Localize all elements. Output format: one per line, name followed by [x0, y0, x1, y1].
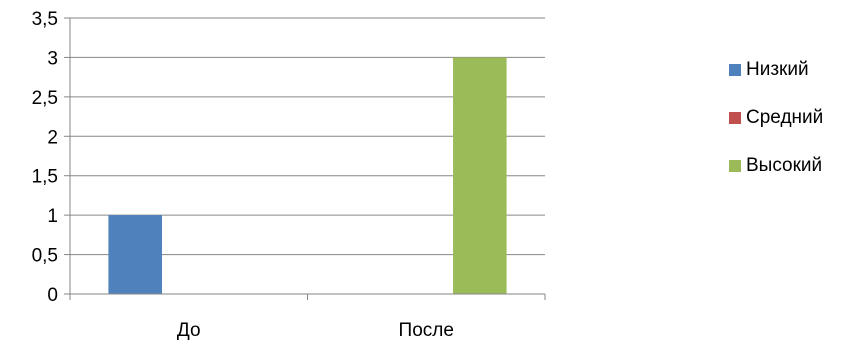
legend-label: Средний — [746, 107, 824, 128]
legend-item: Средний — [729, 106, 823, 129]
y-tick-label: 3 — [47, 48, 58, 69]
bar — [453, 57, 507, 294]
legend-item: Высокий — [729, 154, 823, 177]
x-axis-tick-labels: До После — [177, 320, 454, 341]
bar — [108, 215, 162, 294]
legend-label: Низкий — [746, 59, 809, 80]
legend-label: Высокий — [746, 155, 823, 176]
y-tick-label: 2,5 — [32, 88, 58, 109]
y-tick-label: 0,5 — [32, 246, 58, 267]
y-axis-tick-labels: 0 0,5 1 1,5 2 2,5 3 3,5 — [32, 9, 58, 306]
legend: Низкий Средний Высокий — [729, 58, 823, 202]
bars — [108, 57, 507, 294]
y-tick-label: 2 — [47, 127, 58, 148]
y-tick-label: 1,5 — [32, 167, 58, 188]
legend-item: Низкий — [729, 58, 823, 81]
legend-swatch — [729, 63, 741, 76]
x-category-label: После — [399, 320, 454, 341]
y-tick-label: 3,5 — [32, 9, 58, 30]
y-tick-label: 1 — [47, 206, 58, 227]
x-category-label: До — [177, 320, 201, 341]
axes — [69, 18, 546, 300]
legend-swatch — [729, 111, 741, 124]
y-tick-label: 0 — [47, 285, 58, 306]
legend-swatch — [729, 159, 741, 172]
